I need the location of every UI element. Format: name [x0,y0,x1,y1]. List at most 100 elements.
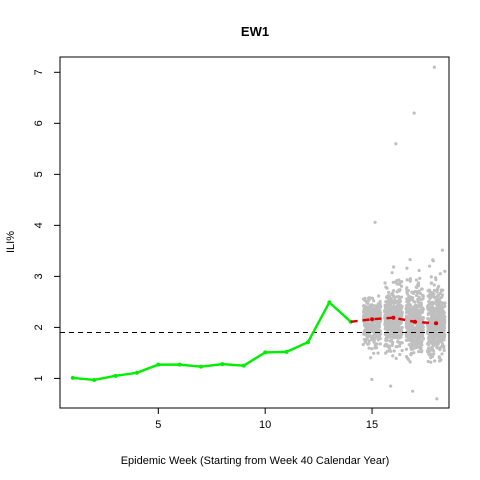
observed-point [178,363,182,367]
forecast-sample-point [400,285,403,288]
forecast-sample-point [391,354,394,357]
forecast-sample-point [395,295,398,298]
observed-point [327,300,331,304]
forecast-sample-point [433,289,436,292]
forecast-sample-point [417,316,420,319]
forecast-sample-point [377,294,380,297]
forecast-sample-point [407,358,410,361]
forecast-sample-point [392,289,395,292]
forecast-sample-point [436,314,439,317]
forecast-sample-point [386,319,389,322]
forecast-sample-point [401,349,404,352]
forecast-sample-point [362,343,365,346]
forecast-sample-point [408,343,411,346]
forecast-sample-point [419,304,422,307]
forecast-sample-point [428,294,431,297]
forecast-sample-point [421,328,424,331]
forecast-sample-point [427,300,430,303]
forecast-sample-point [378,313,381,316]
forecast-sample-point [394,142,397,145]
forecast-sample-point [372,352,375,355]
y-tick-label: 6 [33,120,45,126]
forecast-sample-point [391,271,394,274]
forecast-sample-point [443,302,446,305]
forecast-sample-point [389,384,392,387]
forecast-sample-point [409,311,412,314]
x-tick-label: 10 [259,419,271,431]
observed-point [114,374,118,378]
forecast-sample-point [363,308,366,311]
forecast-sample-point [419,347,422,350]
forecast-sample-point [375,323,378,326]
forecast-sample-point [438,355,441,358]
forecast-sample-point [434,301,437,304]
forecast-sample-point [408,306,411,309]
forecast-sample-point [431,340,434,343]
forecast-sample-point [409,353,412,356]
forecast-sample-point [427,348,430,351]
forecast-sample-point [379,342,382,345]
y-axis-label: ILI% [5,231,17,253]
forecast-sample-point [366,302,369,305]
forecast-sample-point [374,313,377,316]
observed-point [135,371,139,375]
forecast-sample-point [436,290,439,293]
forecast-sample-point [409,277,412,280]
forecast-sample-point [389,350,392,353]
forecast-median-point [370,317,374,321]
forecast-sample-point [367,296,370,299]
forecast-sample-point [370,378,373,381]
forecast-sample-point [420,308,423,311]
forecast-sample-point [396,309,399,312]
forecast-sample-point [398,296,401,299]
forecast-sample-point [385,313,388,316]
forecast-sample-point [443,270,446,273]
forecast-sample-point [433,283,436,286]
x-tick-label: 5 [155,419,161,431]
forecast-sample-point [370,338,373,341]
forecast-sample-point [366,337,369,340]
forecast-sample-point [398,353,401,356]
forecast-median-point [434,321,438,325]
forecast-sample-point [390,297,393,300]
forecast-sample-point [367,346,370,349]
forecast-sample-point [418,340,421,343]
forecast-sample-point [412,351,415,354]
forecast-sample-point [370,321,373,324]
forecast-sample-point [443,311,446,314]
forecast-sample-point [373,346,376,349]
forecast-sample-point [371,297,374,300]
forecast-sample-point [435,397,438,400]
forecast-sample-point [388,340,391,343]
forecast-sample-point [415,286,418,289]
forecast-sample-point [415,278,418,281]
forecast-sample-point [431,258,434,261]
forecast-sample-point [436,287,439,290]
observed-point [220,362,224,366]
chart-title: EW1 [241,24,269,39]
forecast-sample-point [421,294,424,297]
forecast-sample-point [412,343,415,346]
forecast-sample-point [442,325,445,328]
forecast-sample-point [390,321,393,324]
forecast-sample-point [401,341,404,344]
forecast-sample-point [405,286,408,289]
forecast-sample-point [437,311,440,314]
forecast-sample-point [370,347,373,350]
forecast-sample-point [374,320,377,323]
forecast-sample-point [395,357,398,360]
forecast-sample-point [393,349,396,352]
y-tick-label: 5 [33,171,45,177]
forecast-sample-point [400,333,403,336]
forecast-sample-point [362,304,365,307]
observed-point [92,378,96,382]
forecast-median-point [391,316,395,320]
x-tick-label: 15 [366,419,378,431]
observed-point [199,365,203,369]
observed-point [71,376,75,380]
forecast-sample-point [405,348,408,351]
forecast-sample-point [383,281,386,284]
forecast-sample-point [431,305,434,308]
forecast-sample-point [388,327,391,330]
forecast-sample-point [427,360,430,363]
